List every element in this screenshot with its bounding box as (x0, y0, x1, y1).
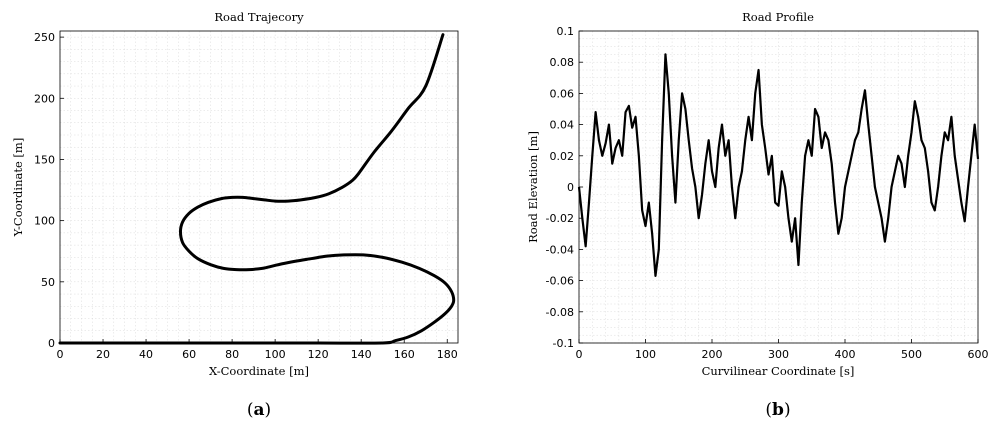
trajectory-axes-frame (59, 30, 459, 344)
y-tick-label: 0.04 (550, 119, 575, 132)
y-tick-label: 100 (34, 215, 55, 228)
profile-y-axis-label: Road Elevation [m] (526, 131, 540, 243)
profile-series-line (577, 53, 980, 278)
y-tick-label: -0.06 (546, 275, 574, 288)
x-tick-label: 60 (182, 348, 196, 361)
x-tick-label: 40 (139, 348, 153, 361)
y-tick-label: -0.04 (546, 243, 574, 256)
y-tick-label: 250 (34, 31, 55, 44)
y-tick-label: 0 (567, 181, 574, 194)
y-tick-label: 50 (41, 276, 55, 289)
x-tick-label: 0 (57, 348, 64, 361)
x-tick-label: 80 (225, 348, 239, 361)
y-tick-label: -0.08 (546, 306, 574, 319)
y-tick-label: 0.02 (550, 150, 575, 163)
x-tick-label: 120 (308, 348, 329, 361)
x-tick-label: 180 (437, 348, 458, 361)
trajectory-plot-area (60, 31, 458, 343)
x-tick-label: 600 (968, 348, 989, 361)
profile-x-ticks: 0 100 200 300 400 500 600 (576, 339, 989, 361)
x-tick-label: 20 (96, 348, 110, 361)
y-tick-label: 0.08 (550, 56, 575, 69)
profile-x-axis-label: Curvilinear Coordinate [s] (702, 364, 855, 378)
trajectory-panel: 0 20 40 60 80 100 120 140 160 180 0 50 100 150 200 250… (11, 10, 459, 378)
x-tick-label: 100 (265, 348, 286, 361)
x-tick-label: 0 (576, 348, 583, 361)
trajectory-y-ticks: 0 50 100 150 200 250 (34, 31, 64, 350)
trajectory-series-line (58, 33, 456, 345)
y-tick-label: 0.1 (557, 25, 575, 38)
trajectory-x-axis-label: X-Coordinate [m] (209, 364, 309, 378)
y-tick-label: 200 (34, 92, 55, 105)
trajectory-x-ticks: 0 20 40 60 80 100 120 140 160 180 (57, 339, 458, 361)
trajectory-y-axis-label: Y-Coordinate [m] (11, 138, 25, 238)
x-tick-label: 400 (835, 348, 856, 361)
x-tick-label: 200 (702, 348, 723, 361)
y-tick-label: -0.02 (546, 212, 574, 225)
profile-y-ticks: -0.1 -0.08 -0.06 -0.04 -0.02 0 0.02 0.04 0.06 0.0… (546, 25, 583, 350)
y-tick-label: 150 (34, 153, 55, 166)
x-tick-label: 100 (635, 348, 656, 361)
profile-title: Road Profile (742, 10, 814, 24)
x-tick-label: 140 (351, 348, 372, 361)
y-tick-label: -0.1 (553, 337, 574, 350)
y-tick-label: 0 (48, 337, 55, 350)
profile-panel: 0 100 200 300 400 500 600 -0.1-0.08-0.06-0.04-… (526, 10, 989, 378)
caption-b: (b) (765, 400, 790, 420)
trajectory-title: Road Trajecory (214, 10, 304, 24)
y-tick-label: 0.06 (550, 87, 575, 100)
x-tick-label: 300 (768, 348, 789, 361)
x-tick-label: 160 (394, 348, 415, 361)
x-tick-label: 500 (901, 348, 922, 361)
caption-a: (a) (247, 400, 271, 420)
